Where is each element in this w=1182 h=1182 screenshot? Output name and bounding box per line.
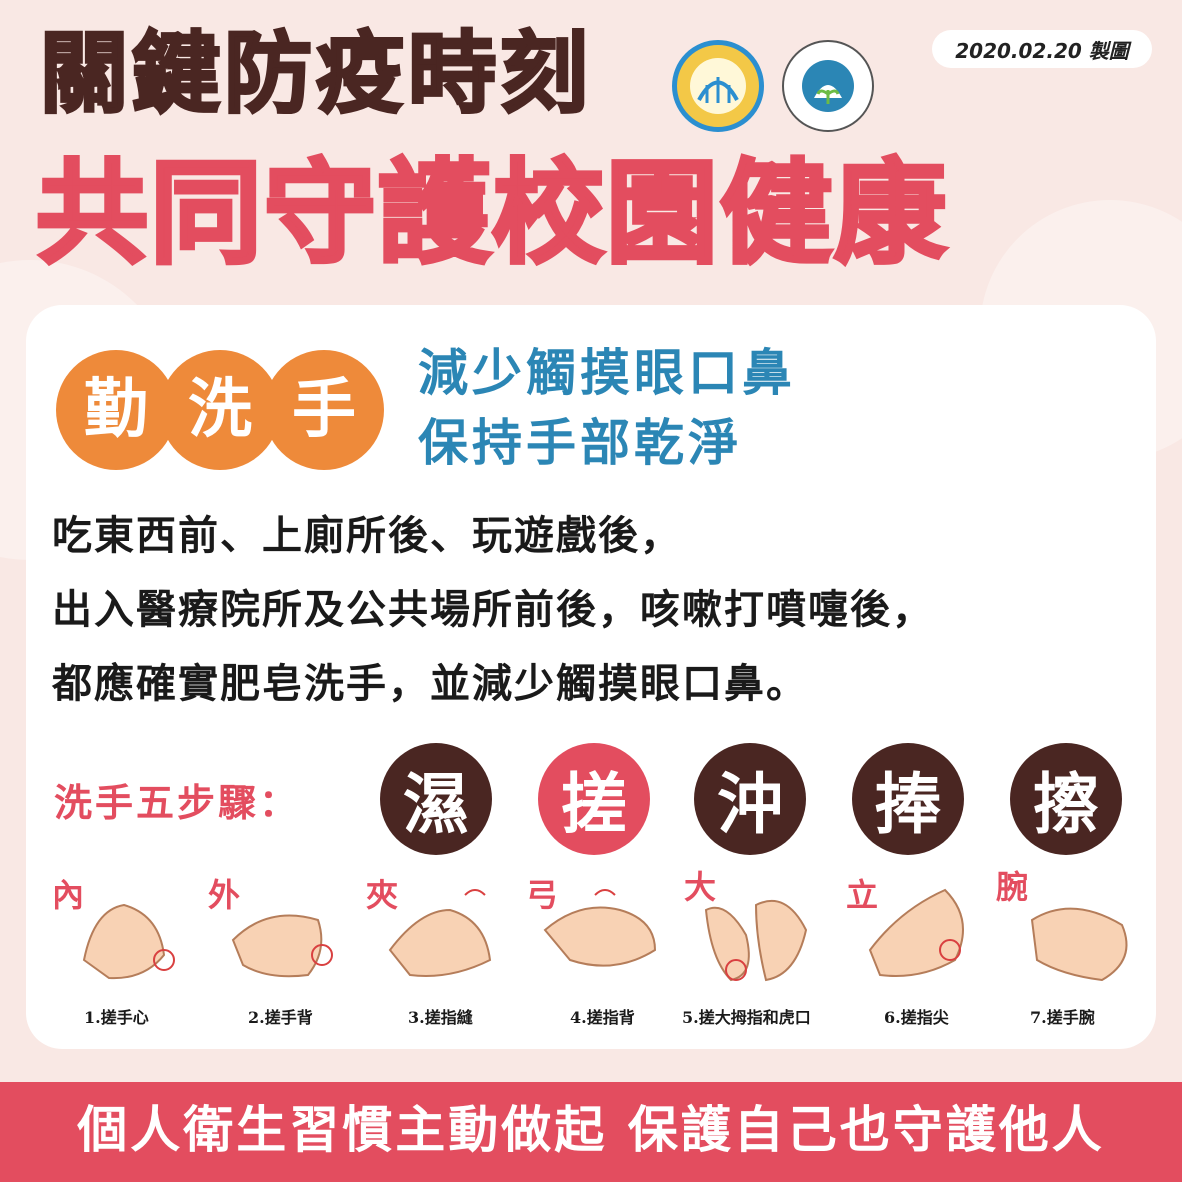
date-badge: 2020.02.20 製圖 bbox=[932, 30, 1152, 68]
rub-tag: 內 bbox=[52, 876, 85, 914]
steps-label: 洗手五步驟： bbox=[54, 781, 301, 825]
hands-rub-back-icon bbox=[231, 914, 333, 978]
hands-rub-palms-icon bbox=[82, 903, 175, 980]
rub-caption: 4.搓指背 bbox=[570, 1008, 635, 1027]
rub-tag: 外 bbox=[208, 876, 241, 914]
rub-tag: 立 bbox=[846, 876, 879, 914]
badge-text: 勤 bbox=[84, 373, 148, 447]
rub-tag: 夾 bbox=[366, 876, 399, 914]
badge-circle bbox=[56, 350, 176, 470]
rub-caption: 3.搓指縫 bbox=[408, 1008, 473, 1027]
ministry-of-education-logo bbox=[782, 40, 874, 132]
subtitle-1: 減少觸摸眼口鼻 bbox=[418, 344, 796, 402]
rub-caption: 5.搓大拇指和虎口 bbox=[682, 1008, 811, 1027]
rub-caption: 7.搓手腕 bbox=[1030, 1008, 1095, 1027]
step-wet: 濕 bbox=[380, 743, 492, 855]
ministry-of-education-logo-icon bbox=[802, 60, 854, 112]
rub-tag: 腕 bbox=[996, 868, 1029, 906]
badge-circle bbox=[264, 350, 384, 470]
rub-caption: 2.搓手背 bbox=[248, 1008, 313, 1027]
hands-rub-knuckles-icon bbox=[543, 889, 657, 967]
hands-rub-fingertips-icon bbox=[868, 888, 964, 977]
footer-bar bbox=[0, 1082, 1182, 1182]
body-line-3: 都應確實肥皂洗手，並減少觸摸眼口鼻。 bbox=[52, 661, 808, 707]
ministry-of-health-logo-icon bbox=[690, 58, 746, 114]
title-line-2: 共同守護校園健康 bbox=[34, 149, 948, 279]
body-line-2: 出入醫療院所及公共場所前後，咳嗽打噴嚏後， bbox=[52, 587, 934, 633]
title-line-1: 關鍵防疫時刻 bbox=[38, 22, 593, 125]
rub-tag: 弓 bbox=[526, 876, 559, 914]
hands-rub-wrist-icon bbox=[1030, 907, 1128, 982]
step-rub: 搓 bbox=[538, 743, 650, 855]
step-scoop: 捧 bbox=[852, 743, 964, 855]
subtitle-2: 保持手部乾淨 bbox=[418, 414, 742, 472]
rub-caption: 1.搓手心 bbox=[84, 1008, 149, 1027]
badge-text: 手 bbox=[292, 373, 356, 447]
rub-tag: 大 bbox=[684, 868, 717, 906]
badge-text: 洗 bbox=[188, 373, 252, 447]
step-dry: 擦 bbox=[1010, 743, 1122, 855]
badge-circle bbox=[160, 350, 280, 470]
rub-caption: 6.搓指尖 bbox=[884, 1008, 949, 1027]
footer-slogan: 個人衛生習慣主動做起 保護自己也守護他人 bbox=[77, 1101, 1105, 1159]
ministry-of-health-logo bbox=[672, 40, 764, 132]
hands-rub-fingers-icon bbox=[388, 889, 492, 977]
hands-rub-thumb-icon bbox=[704, 900, 808, 982]
step-rinse: 沖 bbox=[694, 743, 806, 855]
body-line-1: 吃東西前、上廁所後、玩遊戲後， bbox=[52, 513, 682, 559]
